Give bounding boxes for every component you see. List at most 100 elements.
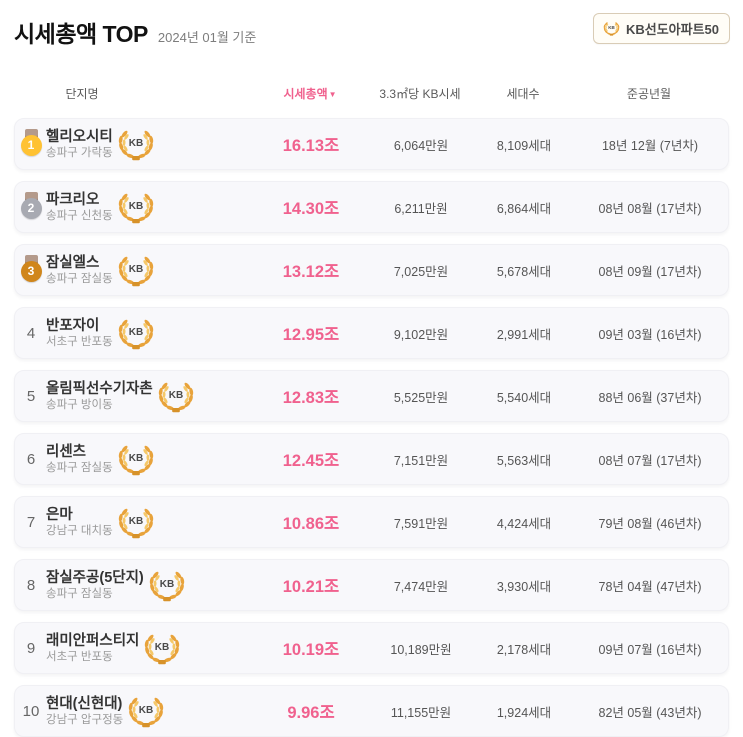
apartment-name: 올림픽선수기자촌 xyxy=(46,380,153,397)
apartment-name: 현대(신현대) xyxy=(46,695,123,712)
column-total-label: 시세총액 xyxy=(283,87,328,101)
apartment-location: 강남구 대치동 xyxy=(46,524,113,537)
apartment-name: 래미안퍼스티지 xyxy=(46,632,140,649)
price-per-pyeong: 7,474만원 xyxy=(393,579,449,594)
completion-date: 09년 07월 (16년차) xyxy=(598,642,702,657)
ranking-list: 1 헬리오시티 송파구 가락동 16.13조 6,064만원 8,109세대 1… xyxy=(0,118,743,737)
household-count: 5,563세대 xyxy=(496,453,552,468)
rank: 4 xyxy=(15,308,47,358)
apartment-info: 헬리오시티 송파구 가락동 xyxy=(46,119,157,169)
apartment-location: 서초구 반포동 xyxy=(46,335,113,348)
column-price-header: 3.3㎡당 KB시세 xyxy=(379,87,461,101)
column-name-header: 단지명 xyxy=(65,87,99,101)
apartment-row[interactable]: 9 래미안퍼스티지 서초구 반포동 10.19조 10,189만원 2,178세… xyxy=(14,622,729,674)
medal-rank-number: 2 xyxy=(20,197,42,219)
household-count: 1,924세대 xyxy=(496,705,552,720)
rank-number: 8 xyxy=(26,576,36,594)
apartment-name: 은마 xyxy=(46,506,73,523)
household-count: 4,424세대 xyxy=(496,516,552,531)
apartment-name: 리센츠 xyxy=(46,443,87,460)
rank: 8 xyxy=(15,560,47,610)
price-per-pyeong: 11,155만원 xyxy=(390,705,452,720)
rank: 7 xyxy=(15,497,47,547)
apartment-row[interactable]: 2 파크리오 송파구 신천동 14.30조 6,211만원 6,864세대 08… xyxy=(14,181,729,233)
price-per-pyeong: 6,064만원 xyxy=(393,138,449,153)
apartment-location: 서초구 반포동 xyxy=(46,650,113,663)
price-per-pyeong: 6,211만원 xyxy=(394,201,448,216)
apartment-info: 반포자이 서초구 반포동 xyxy=(46,308,157,358)
rank-number: 10 xyxy=(22,702,40,720)
apartment-info: 은마 강남구 대치동 xyxy=(46,497,157,547)
kb-leading-apartment50-button[interactable]: KB선도아파트50 xyxy=(592,13,730,44)
apartment-info: 파크리오 송파구 신천동 xyxy=(46,182,157,232)
completion-date: 78년 04월 (47년차) xyxy=(598,579,702,594)
as-of-date: 2024년 01월 기준 xyxy=(157,30,257,45)
total-market-cap: 14.30조 xyxy=(282,200,340,218)
medal-rank-number: 1 xyxy=(20,134,42,156)
rank-number: 9 xyxy=(26,639,36,657)
kb-laurel-badge-icon xyxy=(115,316,157,351)
column-households-header: 세대수 xyxy=(506,87,540,101)
rank-number: 7 xyxy=(26,513,36,531)
household-count: 3,930세대 xyxy=(496,579,552,594)
apartment-row[interactable]: 4 반포자이 서초구 반포동 12.95조 9,102만원 2,991세대 09… xyxy=(14,307,729,359)
apartment-row[interactable]: 3 잠실엘스 송파구 잠실동 13.12조 7,025만원 5,678세대 08… xyxy=(14,244,729,296)
apartment-name: 잠실주공(5단지) xyxy=(46,569,144,586)
apartment-name: 파크리오 xyxy=(46,191,100,208)
total-market-cap: 12.95조 xyxy=(282,326,340,344)
household-count: 6,864세대 xyxy=(496,201,552,216)
page-header: 시세총액 TOP 2024년 01월 기준 KB선도아파트50 xyxy=(0,0,743,59)
kb-laurel-badge-icon xyxy=(115,505,157,540)
apartment-row[interactable]: 6 리센츠 송파구 잠실동 12.45조 7,151만원 5,563세대 08년… xyxy=(14,433,729,485)
apartment-row[interactable]: 7 은마 강남구 대치동 10.86조 7,591만원 4,424세대 79년 … xyxy=(14,496,729,548)
total-market-cap: 10.21조 xyxy=(282,578,340,596)
household-count: 5,678세대 xyxy=(496,264,552,279)
price-per-pyeong: 7,151만원 xyxy=(393,453,449,468)
rank: 10 xyxy=(15,686,47,736)
rank-medal-icon: 1 xyxy=(20,128,42,156)
apartment-name: 반포자이 xyxy=(46,317,100,334)
apartment-row[interactable]: 1 헬리오시티 송파구 가락동 16.13조 6,064만원 8,109세대 1… xyxy=(14,118,729,170)
apartment-info: 잠실주공(5단지) 송파구 잠실동 xyxy=(46,560,188,610)
rank: 1 xyxy=(15,119,47,169)
kb-laurel-badge-icon xyxy=(155,379,197,414)
apartment-location: 송파구 가락동 xyxy=(46,146,113,159)
apartment-name: 잠실엘스 xyxy=(46,254,100,271)
page-title: 시세총액 TOP xyxy=(14,21,148,47)
apartment-row[interactable]: 8 잠실주공(5단지) 송파구 잠실동 10.21조 7,474만원 3,930… xyxy=(14,559,729,611)
completion-date: 08년 09월 (17년차) xyxy=(598,264,702,279)
price-per-pyeong: 5,525만원 xyxy=(393,390,449,405)
column-total-sort-header[interactable]: 시세총액▼ xyxy=(240,85,380,102)
kb-leading-apartment50-label: KB선도아파트50 xyxy=(625,22,719,37)
completion-date: 08년 07월 (17년차) xyxy=(598,453,702,468)
apartment-location: 송파구 잠실동 xyxy=(46,587,113,600)
apartment-info: 래미안퍼스티지 서초구 반포동 xyxy=(46,623,183,673)
completion-date: 18년 12월 (7년차) xyxy=(601,138,699,153)
apartment-row[interactable]: 10 현대(신현대) 강남구 압구정동 9.96조 11,155만원 1,924… xyxy=(14,685,729,737)
rank: 3 xyxy=(15,245,47,295)
apartment-name: 헬리오시티 xyxy=(46,128,113,145)
household-count: 2,991세대 xyxy=(496,327,552,342)
rank-number: 4 xyxy=(26,324,36,342)
total-market-cap: 10.86조 xyxy=(282,515,340,533)
price-per-pyeong: 10,189만원 xyxy=(390,642,452,657)
column-header-row: 단지명 시세총액▼ 3.3㎡당 KB시세 세대수 준공년월 xyxy=(14,85,729,101)
household-count: 5,540세대 xyxy=(496,390,552,405)
completion-date: 82년 05월 (43년차) xyxy=(598,705,702,720)
rank: 5 xyxy=(15,371,47,421)
rank-medal-icon: 2 xyxy=(20,191,42,219)
apartment-row[interactable]: 5 올림픽선수기자촌 송파구 방이동 12.83조 5,525만원 5,540세… xyxy=(14,370,729,422)
kb-laurel-badge-icon xyxy=(146,568,188,603)
completion-date: 88년 06월 (37년차) xyxy=(598,390,702,405)
medal-rank-number: 3 xyxy=(20,260,42,282)
apartment-location: 송파구 잠실동 xyxy=(46,272,113,285)
price-per-pyeong: 7,591만원 xyxy=(393,516,449,531)
apartment-location: 송파구 방이동 xyxy=(46,398,113,411)
apartment-info: 올림픽선수기자촌 송파구 방이동 xyxy=(46,371,197,421)
apartment-info: 잠실엘스 송파구 잠실동 xyxy=(46,245,157,295)
total-market-cap: 10.19조 xyxy=(282,641,340,659)
total-market-cap: 12.45조 xyxy=(282,452,340,470)
completion-date: 08년 08월 (17년차) xyxy=(598,201,702,216)
household-count: 2,178세대 xyxy=(496,642,552,657)
apartment-location: 송파구 신천동 xyxy=(46,209,113,222)
